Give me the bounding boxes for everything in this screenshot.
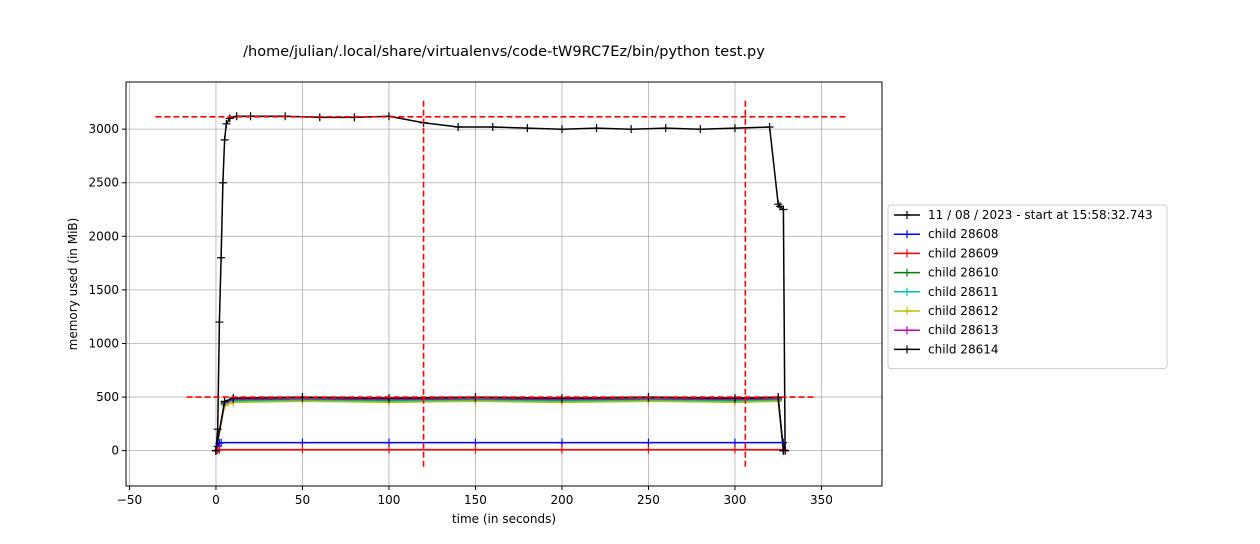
series-marker xyxy=(644,445,653,454)
series-marker xyxy=(523,124,532,133)
x-tick-label: 50 xyxy=(295,493,310,507)
series-marker xyxy=(730,438,739,447)
series-marker xyxy=(661,124,670,133)
legend-swatch-marker xyxy=(903,326,911,335)
x-tick-label: 0 xyxy=(212,493,220,507)
series-marker xyxy=(557,438,566,447)
legend-label: child 28612 xyxy=(928,304,998,318)
legend-item: child 28612 xyxy=(894,304,998,318)
chart-title: /home/julian/.local/share/virtualenvs/co… xyxy=(243,44,765,60)
series-marker xyxy=(220,135,229,144)
y-axis-title: memory used (in MiB) xyxy=(66,218,80,351)
series-marker xyxy=(384,394,393,403)
y-tick-label: 3000 xyxy=(88,122,119,136)
series-marker xyxy=(218,178,227,187)
legend-swatch-marker xyxy=(903,211,911,219)
series-marker xyxy=(592,124,601,133)
legend-label: child 28608 xyxy=(928,227,998,241)
legend-swatch-marker xyxy=(903,287,911,296)
series-marker xyxy=(557,125,566,134)
legend-label: child 28609 xyxy=(928,246,998,260)
legend-swatch-marker xyxy=(903,307,911,315)
x-tick-label: −50 xyxy=(117,493,142,507)
legend-item: child 28614 xyxy=(894,342,998,356)
legend-label: child 28614 xyxy=(928,342,998,356)
legend-swatch-marker xyxy=(903,345,911,354)
series-marker xyxy=(627,125,636,134)
x-axis-title: time (in seconds) xyxy=(452,512,556,526)
series-marker xyxy=(215,318,224,327)
series-marker xyxy=(298,445,307,454)
x-tick-label: 250 xyxy=(637,493,660,507)
x-tick-label: 300 xyxy=(723,493,746,507)
legend-item: child 28609 xyxy=(894,246,998,260)
series-marker xyxy=(488,123,497,132)
legend-item: child 28613 xyxy=(894,323,998,337)
legend-item: 11 / 08 / 2023 - start at 15:58:32.743 xyxy=(894,208,1153,222)
series-marker xyxy=(779,205,788,214)
series-marker xyxy=(384,438,393,447)
plot-area-frame xyxy=(125,81,883,487)
series-marker xyxy=(454,123,463,132)
legend-label: child 28610 xyxy=(928,266,998,280)
series-marker xyxy=(644,438,653,447)
legend: 11 / 08 / 2023 - start at 15:58:32.743 ch… xyxy=(887,204,1168,370)
y-tick-label: 1000 xyxy=(88,336,119,350)
series-marker xyxy=(730,394,739,403)
series-marker xyxy=(222,119,231,128)
y-tick-label: 2500 xyxy=(88,176,119,190)
legend-box xyxy=(887,204,1168,370)
series-marker xyxy=(211,446,220,455)
series-marker xyxy=(220,397,229,406)
series-marker xyxy=(781,446,790,455)
series-marker xyxy=(384,445,393,454)
y-tick-label: 1500 xyxy=(88,283,119,297)
series-1 xyxy=(211,438,790,455)
series-marker xyxy=(213,425,222,434)
reference-lines-layer xyxy=(155,99,848,467)
y-tick-label: 2000 xyxy=(88,229,119,243)
series-marker xyxy=(471,438,480,447)
series-marker xyxy=(217,438,226,447)
series-marker xyxy=(229,394,238,403)
series-marker xyxy=(557,445,566,454)
tick-layer: −50 0 50 100 150 200 250 300 350 0 500 1000 1500 2000… xyxy=(88,122,832,507)
series-marker xyxy=(730,445,739,454)
x-tick-label: 100 xyxy=(378,493,401,507)
series-marker xyxy=(217,253,226,262)
series-marker xyxy=(696,125,705,134)
legend-swatch-marker xyxy=(903,230,911,239)
series-marker xyxy=(557,394,566,403)
legend-item: child 28608 xyxy=(894,227,998,241)
legend-swatch-marker xyxy=(903,268,911,277)
y-tick-label: 500 xyxy=(96,390,119,404)
x-tick-label: 150 xyxy=(464,493,487,507)
series-marker xyxy=(225,114,234,123)
legend-label: 11 / 08 / 2023 - start at 15:58:32.743 xyxy=(928,208,1153,222)
series-marker xyxy=(730,124,739,133)
y-tick-label: 0 xyxy=(111,444,119,458)
x-tick-label: 200 xyxy=(551,493,574,507)
legend-item: child 28610 xyxy=(894,266,998,280)
x-tick-label: 350 xyxy=(810,493,833,507)
legend-label: child 28611 xyxy=(928,285,998,299)
legend-label: child 28613 xyxy=(928,323,998,337)
series-marker xyxy=(471,445,480,454)
series-marker xyxy=(765,123,774,132)
legend-item: child 28611 xyxy=(894,285,998,299)
legend-swatch-marker xyxy=(903,249,911,258)
series-marker xyxy=(298,438,307,447)
